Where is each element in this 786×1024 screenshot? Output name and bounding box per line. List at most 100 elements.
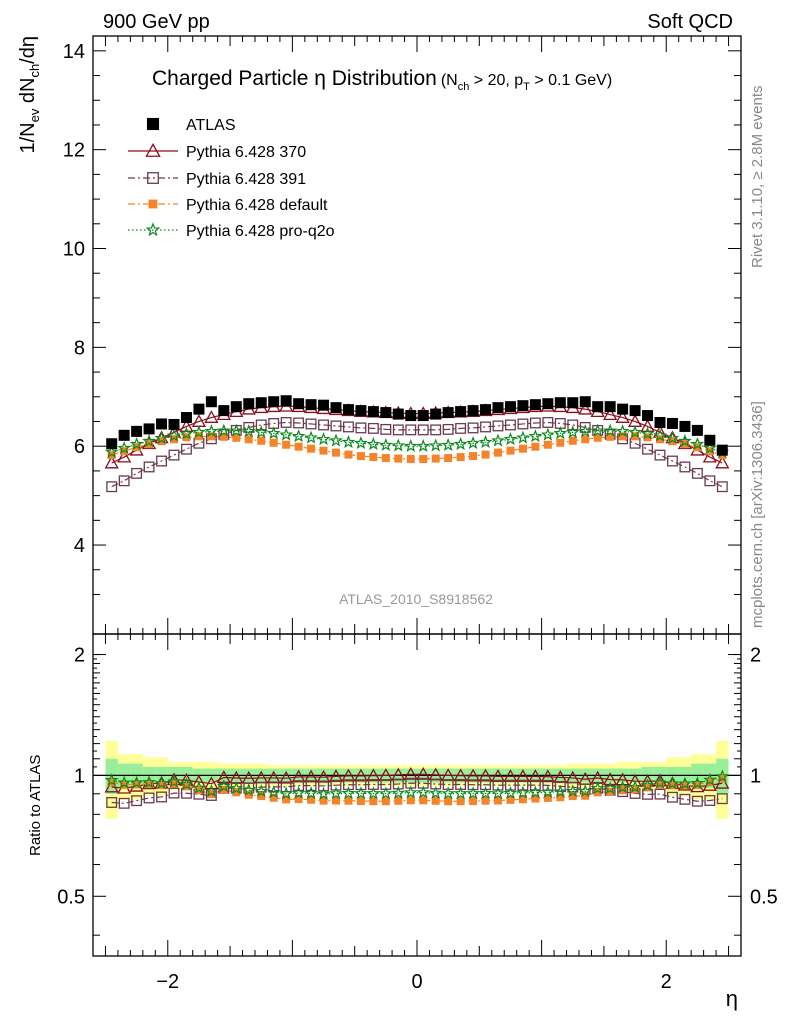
point-pythia-6-428-pro-q2o [354, 436, 368, 450]
ratio-point-pythia-6-428-391 [168, 787, 180, 799]
ratio-point-pythia-6-428-370 [416, 767, 431, 780]
point-atlas [604, 401, 616, 413]
ratio-point-pythia-6-428-default [469, 797, 478, 806]
main-y-tick-label: 8 [74, 337, 85, 359]
point-pythia-6-428-default [194, 432, 203, 441]
point-atlas [156, 418, 168, 430]
point-pythia-6-428-default [606, 432, 615, 441]
point-pythia-6-428-default [344, 450, 353, 459]
ratio-point-pythia-6-428-pro-q2o [428, 785, 443, 799]
point-pythia-6-428-370 [117, 449, 132, 463]
ratio-point-pythia-6-428-pro-q2o [366, 786, 381, 800]
ratio-point-pythia-6-428-pro-q2o [254, 784, 269, 798]
chart-title-cut-rest: > 0.1 GeV) [530, 72, 612, 89]
ratio-point-pythia-6-428-pro-q2o [553, 784, 568, 798]
point-pythia-6-428-370 [104, 455, 119, 469]
ratio-point-pythia-6-428-pro-q2o [403, 785, 418, 799]
point-pythia-6-428-default [369, 453, 378, 462]
point-atlas [592, 401, 604, 413]
ratio-point-pythia-6-428-default [481, 796, 490, 805]
point-pythia-6-428-pro-q2o [216, 423, 231, 437]
point-atlas [480, 404, 492, 416]
point-atlas [554, 397, 566, 409]
point-pythia-6-428-default [182, 433, 191, 442]
point-pythia-6-428-default [219, 432, 228, 441]
ratio-point-pythia-6-428-370 [279, 770, 294, 784]
ratio-point-pythia-6-428-370 [540, 769, 555, 783]
point-atlas [293, 398, 305, 410]
point-pythia-6-428-pro-q2o [453, 437, 468, 451]
ratio-point-pythia-6-428-pro-q2o [441, 786, 456, 800]
ratio-point-pythia-6-428-391 [156, 791, 167, 803]
point-pythia-6-428-391 [392, 424, 404, 436]
ratio-point-pythia-6-428-pro-q2o [216, 779, 231, 793]
point-pythia-6-428-default [556, 438, 565, 447]
ratio-y-tick-label-right: 2 [750, 645, 761, 667]
point-pythia-6-428-default [232, 433, 241, 442]
point-pythia-6-428-default [282, 440, 291, 449]
point-pythia-6-428-391 [704, 475, 716, 487]
chart-title-cut-mid: > 20, p [469, 72, 523, 89]
point-pythia-6-428-pro-q2o [428, 438, 443, 452]
point-pythia-6-428-pro-q2o [640, 426, 655, 440]
point-pythia-6-428-pro-q2o [316, 432, 331, 446]
point-pythia-6-428-370 [702, 449, 717, 463]
main-y-tick-label: 6 [74, 436, 85, 458]
point-pythia-6-428-pro-q2o [291, 429, 306, 443]
legend-marker-pythia-6-428-pro-q2o [145, 222, 161, 237]
point-atlas [355, 405, 367, 417]
ratio-point-pythia-6-428-pro-q2o [603, 781, 618, 795]
ratio-point-pythia-6-428-370 [328, 769, 344, 782]
point-pythia-6-428-391 [318, 419, 329, 431]
point-pythia-6-428-370 [204, 410, 219, 423]
ratio-point-pythia-6-428-default [369, 797, 378, 806]
point-atlas [205, 396, 217, 408]
point-atlas [691, 424, 703, 436]
point-pythia-6-428-391 [492, 420, 504, 432]
ratio-point-pythia-6-428-pro-q2o [453, 786, 468, 800]
legend-label-pythia-6-428-391: Pythia 6.428 391 [186, 171, 306, 188]
ratio-point-pythia-6-428-default [307, 795, 316, 804]
point-pythia-6-428-default [593, 433, 602, 442]
header-left: 900 GeV pp [103, 11, 210, 33]
ratio-point-pythia-6-428-default [456, 797, 465, 806]
point-pythia-6-428-391 [243, 421, 255, 433]
ratio-point-pythia-6-428-391 [118, 797, 130, 809]
point-atlas [405, 410, 417, 422]
ratio-point-pythia-6-428-pro-q2o [279, 786, 294, 800]
point-pythia-6-428-pro-q2o [416, 438, 431, 453]
ratio-point-pythia-6-428-370 [291, 769, 306, 783]
ratio-point-pythia-6-428-default [356, 797, 365, 806]
point-pythia-6-428-391 [542, 417, 554, 428]
ratio-point-pythia-6-428-default [606, 787, 615, 796]
ratio-point-pythia-6-428-370 [104, 779, 119, 793]
point-pythia-6-428-default [656, 435, 664, 444]
ratio-point-pythia-6-428-370 [366, 768, 381, 782]
point-pythia-6-428-391 [654, 449, 666, 461]
chart-title: Charged Particle η Distribution (Nch > 20… [152, 67, 612, 93]
point-pythia-6-428-default [356, 452, 365, 461]
ratio-point-pythia-6-428-pro-q2o [516, 785, 530, 799]
ratio-point-pythia-6-428-default [431, 796, 440, 805]
point-pythia-6-428-default [319, 446, 328, 455]
ratio-point-pythia-6-428-391 [567, 781, 579, 793]
legend-marker-atlas [146, 117, 160, 131]
ratio-point-pythia-6-428-pro-q2o [341, 786, 356, 800]
point-pythia-6-428-391 [442, 423, 454, 435]
point-pythia-6-428-default [481, 450, 490, 459]
point-atlas [542, 398, 554, 410]
point-pythia-6-428-pro-q2o [204, 424, 219, 438]
ylab-b-sub: ch [27, 64, 42, 78]
ratio-point-pythia-6-428-pro-q2o [241, 783, 256, 797]
point-pythia-6-428-pro-q2o [702, 440, 717, 455]
point-pythia-6-428-pro-q2o [366, 437, 381, 451]
ratio-point-pythia-6-428-391 [517, 779, 529, 791]
point-atlas [642, 410, 654, 422]
point-atlas [629, 405, 641, 417]
point-pythia-6-428-pro-q2o [590, 423, 605, 437]
ratio-point-pythia-6-428-pro-q2o [578, 784, 593, 798]
ratio-point-pythia-6-428-370 [515, 769, 531, 782]
ratio-point-pythia-6-428-default [319, 796, 328, 805]
legend: ATLAS Pythia 6.428 370 Pythia 6.428 391 Pyt… [128, 117, 335, 240]
